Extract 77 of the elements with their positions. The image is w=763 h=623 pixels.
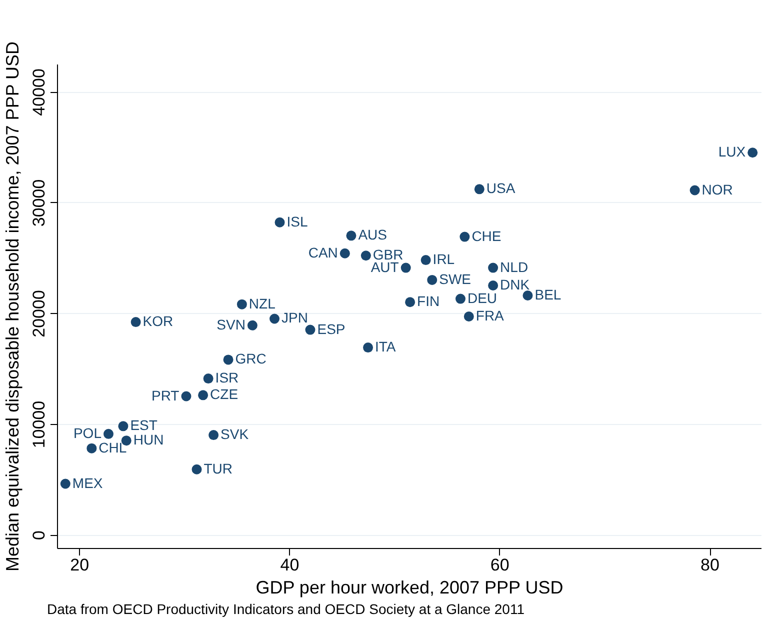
data-label: SVN xyxy=(216,316,246,332)
point xyxy=(748,148,758,158)
data-label: FRA xyxy=(476,308,505,324)
y-tick-label: 20000 xyxy=(30,290,48,338)
y-tick-label: 40000 xyxy=(30,68,48,116)
point xyxy=(405,297,416,308)
point xyxy=(247,320,258,330)
data-label: IRL xyxy=(432,251,455,268)
y-tick-label: 10000 xyxy=(30,400,48,448)
text: Data from OECD Productivity Indicators and OECD Society at a Glance 2011 xyxy=(47,601,525,617)
point xyxy=(363,342,374,353)
data-label: MEX xyxy=(72,474,104,491)
point xyxy=(455,294,466,304)
x-axis-title: GDP per hour worked, 2007 PPP USD xyxy=(256,578,564,598)
point xyxy=(488,280,498,290)
y-axis-title: Median equivalized disposable household income, 2007 PPP USD xyxy=(2,41,22,572)
data-label: KOR xyxy=(142,313,174,330)
point xyxy=(223,354,234,365)
point xyxy=(488,262,498,273)
data-label: BEL xyxy=(534,286,562,302)
point xyxy=(420,255,431,266)
point xyxy=(181,391,192,402)
point xyxy=(86,443,97,454)
point xyxy=(274,217,285,228)
point xyxy=(340,248,350,258)
data-label: DEU xyxy=(467,290,498,306)
data-label: ITA xyxy=(375,338,396,355)
data-label: FIN xyxy=(417,293,440,310)
data-label: GRC xyxy=(235,350,266,367)
point xyxy=(103,428,114,439)
point xyxy=(192,464,202,474)
point xyxy=(464,312,474,322)
data-label: NLD xyxy=(500,258,528,275)
point xyxy=(400,262,411,273)
point xyxy=(198,390,208,400)
point xyxy=(118,421,128,432)
point xyxy=(130,317,141,328)
point xyxy=(60,478,70,489)
data-label: SVK xyxy=(220,426,250,442)
point xyxy=(427,274,438,285)
x-tick-label: 40 xyxy=(280,556,300,574)
data-label: TUR xyxy=(204,460,233,476)
point xyxy=(360,250,371,261)
y-tick-label: 0 xyxy=(30,530,48,540)
x-tick-label: 60 xyxy=(490,556,510,574)
point xyxy=(236,299,247,310)
point xyxy=(690,185,700,196)
data-label: ISR xyxy=(215,370,239,386)
data-label: AUS xyxy=(358,226,388,243)
data-label: CAN xyxy=(308,244,338,260)
data-label: NOR xyxy=(702,181,733,198)
data-label: JPN xyxy=(282,310,308,326)
data-label: ISL xyxy=(286,213,308,230)
y-tick-label: 30000 xyxy=(30,179,48,227)
data-label: LUX xyxy=(718,144,746,160)
x-tick-label: 80 xyxy=(700,556,720,574)
data-label: NZL xyxy=(248,295,276,312)
point xyxy=(346,230,356,241)
point xyxy=(270,314,280,324)
data-label: PRT xyxy=(151,387,180,404)
data-label: CHL xyxy=(98,439,127,456)
point xyxy=(522,290,533,300)
point xyxy=(460,232,470,242)
data-label: HUN xyxy=(133,432,164,448)
data-label: POL xyxy=(73,424,102,441)
point xyxy=(474,184,484,194)
point xyxy=(208,430,219,440)
point xyxy=(203,374,214,384)
data-label: DNK xyxy=(500,276,530,293)
x-tick-label: 20 xyxy=(70,556,90,574)
data-label: USA xyxy=(486,180,516,196)
data-label: CHE xyxy=(472,228,502,244)
data-label: SWE xyxy=(439,270,472,287)
data-label: EST xyxy=(130,417,158,434)
data-label: CZE xyxy=(210,386,238,402)
data-label: ESP xyxy=(317,320,346,337)
point xyxy=(305,324,316,335)
